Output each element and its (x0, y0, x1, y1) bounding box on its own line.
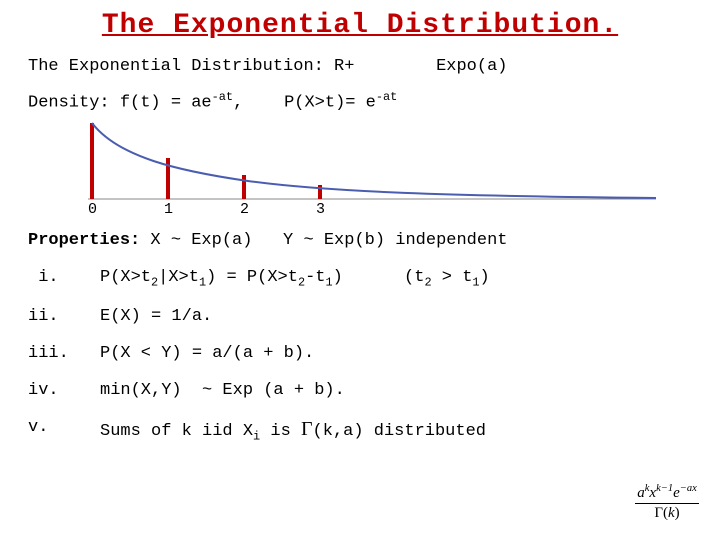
def-spacer (354, 57, 436, 76)
tick-label: 3 (316, 201, 325, 218)
density-chart: 0 1 2 3 (48, 119, 668, 227)
prop-iv: iv.min(X,Y) ~ Exp (a + b). (28, 381, 692, 400)
tick-label: 2 (240, 201, 249, 218)
prop-iv-body: min(X,Y) ~ Exp (a + b). (100, 381, 345, 400)
density-a: Density: f(t) = ae (28, 94, 212, 113)
gamma-numerator: akxk−1e−ax (635, 483, 699, 504)
chart-svg (48, 119, 668, 219)
prop-iii-body: P(X < Y) = a/(a + b). (100, 344, 314, 363)
tick-label: 0 (88, 201, 97, 218)
prop-v: v.Sums of k iid Xi is Γ(k,a) distributed (28, 418, 692, 443)
slide: The Exponential Distribution. The Expone… (0, 0, 720, 540)
props-label: Properties: (28, 231, 140, 250)
density-line: Density: f(t) = ae-at, P(X>t)= e-at (28, 90, 692, 113)
prop-ii: ii.E(X) = 1/a. (28, 307, 692, 326)
tick-label: 1 (164, 201, 173, 218)
props-rest: X ~ Exp(a) Y ~ Exp(b) independent (140, 231, 507, 250)
def-right: Expo(a) (436, 57, 507, 76)
chart-bars (92, 123, 320, 199)
prop-iii: iii.P(X < Y) = a/(a + b). (28, 344, 692, 363)
page-title: The Exponential Distribution. (28, 10, 692, 41)
prop-i-num: i. (28, 268, 100, 289)
properties-header: Properties: X ~ Exp(a) Y ~ Exp(b) indepe… (28, 231, 692, 250)
prop-iii-num: iii. (28, 344, 100, 363)
density-sup1: -at (212, 90, 233, 104)
gamma-formula: akxk−1e−ax Γ(k) (624, 483, 710, 522)
prop-i-body: P(X>t2|X>t1) = P(X>t2-t1) (t2 > t1) (100, 268, 490, 289)
density-b: , P(X>t)= e (233, 94, 376, 113)
prop-iv-num: iv. (28, 381, 100, 400)
definition-line: The Exponential Distribution: R+ Expo(a) (28, 57, 692, 76)
prop-v-num: v. (28, 418, 100, 443)
prop-ii-num: ii. (28, 307, 100, 326)
prop-v-body: Sums of k iid Xi is Γ(k,a) distributed (100, 418, 486, 443)
density-sup2: -at (376, 90, 397, 104)
def-left: The Exponential Distribution: R+ (28, 57, 354, 76)
prop-ii-body: E(X) = 1/a. (100, 307, 212, 326)
density-curve (92, 123, 656, 198)
gamma-denominator: Γ(k) (624, 504, 710, 522)
prop-i: i.P(X>t2|X>t1) = P(X>t2-t1) (t2 > t1) (28, 268, 692, 289)
